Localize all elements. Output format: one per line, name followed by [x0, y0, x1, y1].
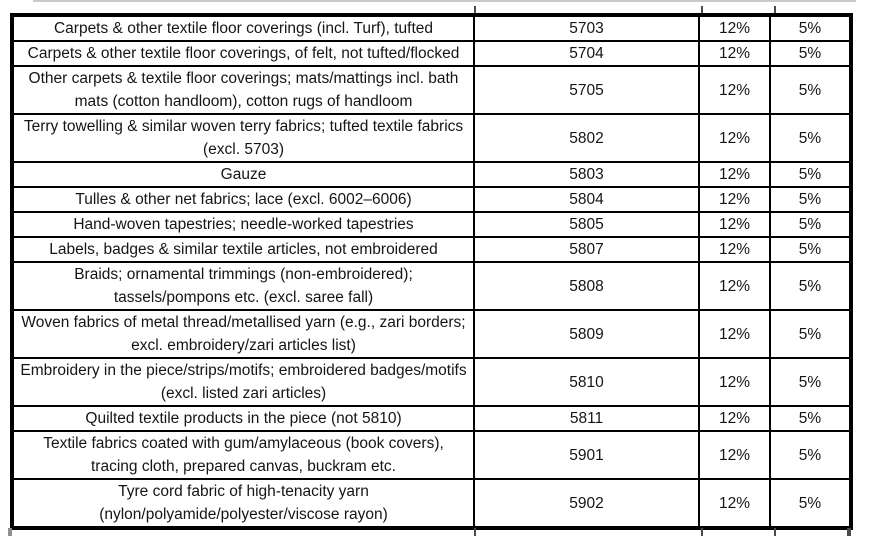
rate-old-cell: 12% [700, 17, 771, 40]
hsn-code-cell: 5902 [475, 480, 700, 526]
crop-artifact-bottom [0, 528, 872, 538]
table-row: Tyre cord fabric of high-tenacity yarn (… [14, 480, 849, 526]
rate-old-cell: 12% [700, 263, 771, 309]
rate-new-cell: 5% [798, 373, 822, 391]
rate-new-cell: 5% [798, 325, 822, 343]
rate-old-cell: 12% [700, 67, 771, 113]
description-cell: Gauze [14, 163, 475, 186]
rate-old-cell: 12% [700, 407, 771, 430]
description-cell: Terry towelling & similar woven terry fa… [14, 115, 475, 161]
hsn-code-cell: 5803 [475, 163, 700, 186]
rate-new-cell: 5% [798, 241, 822, 258]
rate-new-cell: 5% [798, 191, 822, 208]
description-cell: Woven fabrics of metal thread/metallised… [14, 311, 475, 357]
description-cell: Carpets & other textile floor coverings … [14, 17, 475, 40]
crop-artifact-column-stub [701, 528, 703, 536]
hsn-code-cell: 5808 [475, 263, 700, 309]
crop-artifact-column-stub [701, 6, 703, 13]
table-row: Embroidery in the piece/strips/motifs; e… [14, 359, 849, 407]
table-row: Quilted textile products in the piece (n… [14, 407, 849, 432]
description-cell: Braids; ornamental trimmings (non-embroi… [14, 263, 475, 309]
rate-old-cell: 12% [700, 163, 771, 186]
description-cell: Other carpets & textile floor coverings;… [14, 67, 475, 113]
table-row: Other carpets & textile floor coverings;… [14, 67, 849, 115]
table-row: Carpets & other textile floor coverings,… [14, 42, 849, 67]
crop-artifact-column-stub [774, 528, 776, 536]
rate-new-cell: 5% [798, 277, 822, 295]
description-cell: Tulles & other net fabrics; lace (excl. … [14, 188, 475, 211]
rate-old-cell: 12% [700, 115, 771, 161]
table-row: Woven fabrics of metal thread/metallised… [14, 311, 849, 359]
rate-new-cell: 5% [798, 20, 822, 37]
gst-rate-table: Carpets & other textile floor coverings … [10, 13, 853, 530]
crop-artifact-column-stub [474, 528, 476, 536]
rate-new-cell: 5% [798, 81, 822, 99]
table-row: Braids; ornamental trimmings (non-embroi… [14, 263, 849, 311]
rate-old-cell: 12% [700, 188, 771, 211]
description-cell: Labels, badges & similar textile article… [14, 238, 475, 261]
rate-old-cell: 12% [700, 213, 771, 236]
rate-old-cell: 12% [700, 359, 771, 405]
hsn-code-cell: 5811 [475, 407, 700, 430]
table-row: Carpets & other textile floor coverings … [14, 17, 849, 42]
hsn-code-cell: 5802 [475, 115, 700, 161]
description-cell: Textile fabrics coated with gum/amylaceo… [14, 432, 475, 478]
crop-artifact-top-line [33, 0, 856, 2]
hsn-code-cell: 5703 [475, 17, 700, 40]
description-cell: Tyre cord fabric of high-tenacity yarn (… [14, 480, 475, 526]
table-row: Labels, badges & similar textile article… [14, 238, 849, 263]
hsn-code-cell: 5705 [475, 67, 700, 113]
hsn-code-cell: 5810 [475, 359, 700, 405]
table-row: Textile fabrics coated with gum/amylaceo… [14, 432, 849, 480]
rate-new-cell: 5% [798, 129, 822, 147]
rate-new-cell: 5% [798, 216, 822, 233]
rate-old-cell: 12% [700, 432, 771, 478]
rate-new-cell: 5% [798, 166, 822, 183]
rate-old-cell: 12% [700, 42, 771, 65]
hsn-code-cell: 5704 [475, 42, 700, 65]
hsn-code-cell: 5805 [475, 213, 700, 236]
rate-old-cell: 12% [700, 311, 771, 357]
description-cell: Hand-woven tapestries; needle-worked tap… [14, 213, 475, 236]
hsn-code-cell: 5901 [475, 432, 700, 478]
table-row: Terry towelling & similar woven terry fa… [14, 115, 849, 163]
crop-artifact-column-stub [8, 528, 12, 536]
description-cell: Carpets & other textile floor coverings,… [14, 42, 475, 65]
crop-artifact-column-stub [474, 6, 476, 13]
description-cell: Quilted textile products in the piece (n… [14, 407, 475, 430]
rate-old-cell: 12% [700, 480, 771, 526]
rate-new-cell: 5% [798, 446, 822, 464]
rate-new-cell: 5% [798, 494, 822, 512]
table-row: Hand-woven tapestries; needle-worked tap… [14, 213, 849, 238]
rate-new-cell: 5% [798, 410, 822, 427]
crop-artifact-column-stub [774, 6, 776, 13]
hsn-code-cell: 5804 [475, 188, 700, 211]
rate-old-cell: 12% [700, 238, 771, 261]
table-row: Gauze 5803 12% 5% [14, 163, 849, 188]
crop-artifact-column-stub [847, 528, 851, 536]
hsn-code-cell: 5809 [475, 311, 700, 357]
rate-new-cell: 5% [798, 45, 822, 62]
description-cell: Embroidery in the piece/strips/motifs; e… [14, 359, 475, 405]
hsn-code-cell: 5807 [475, 238, 700, 261]
table-row: Tulles & other net fabrics; lace (excl. … [14, 188, 849, 213]
